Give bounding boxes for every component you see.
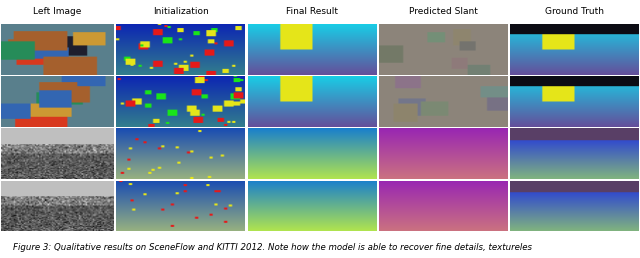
Text: Final Result: Final Result [286,7,338,16]
Text: Figure 3: Qualitative results on SceneFlow and KITTI 2012. Note how the model is: Figure 3: Qualitative results on SceneFl… [13,243,532,252]
Text: Predicted Slant: Predicted Slant [409,7,477,16]
Text: Initialization: Initialization [153,7,209,16]
Text: Left Image: Left Image [33,7,82,16]
Text: Ground Truth: Ground Truth [545,7,604,16]
